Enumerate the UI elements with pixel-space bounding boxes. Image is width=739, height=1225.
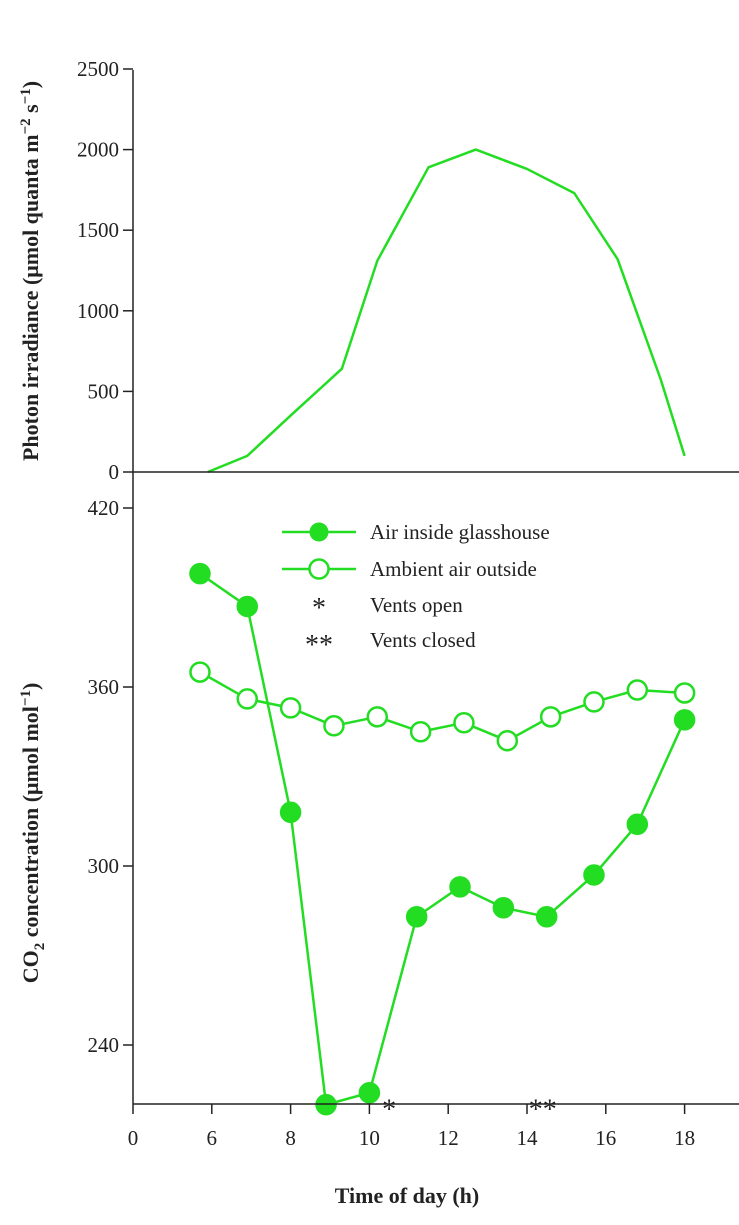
co2-point-inside	[279, 801, 302, 824]
top-y-axis-title: Photon irradiance (μmol quanta m−2 s−1)	[18, 81, 43, 461]
x-tick-label: 10	[359, 1126, 380, 1150]
x-tick-label: 18	[674, 1126, 695, 1150]
legend-label-outside: Ambient air outside	[370, 557, 537, 581]
top-y-tick-label: 2500	[77, 57, 119, 81]
x-tick-label: 6	[207, 1126, 218, 1150]
co2-point-outside	[626, 679, 649, 701]
legend-symbol-vents-open: *	[312, 593, 326, 624]
x-tick-label: 8	[285, 1126, 296, 1150]
x-tick-label: 16	[595, 1126, 616, 1150]
co2-point-outside	[673, 682, 696, 704]
bottom-y-axis-title: CO2 concentration (μmol mol−1)	[18, 683, 48, 984]
legend: Air inside glasshouse Ambient air outsid…	[282, 520, 550, 661]
co2-point-inside	[492, 897, 515, 919]
co2-line-inside	[199, 572, 686, 1106]
bottom-y-tick-label: 360	[88, 675, 120, 699]
legend-label-vents-closed: Vents closed	[370, 628, 476, 652]
co2-point-inside	[583, 864, 605, 886]
x-tick-label: 0	[128, 1126, 139, 1150]
top-y-tick-label: 1000	[77, 299, 119, 323]
co2-point-outside	[279, 697, 302, 719]
bottom-y-tick-label: 420	[88, 496, 120, 520]
top-y-tick-label: 500	[88, 379, 120, 403]
legend-label-vents-open: Vents open	[370, 593, 463, 617]
top-y-tick-label: 1500	[77, 218, 119, 242]
co2-point-outside	[409, 721, 432, 743]
co2-point-inside	[236, 595, 259, 618]
co2-point-outside	[366, 706, 389, 728]
co2-point-inside	[189, 562, 211, 585]
co2-point-inside	[535, 905, 558, 928]
co2-point-inside	[358, 1081, 381, 1104]
annotation-vents-closed: **	[529, 1095, 557, 1126]
co2-point-outside	[189, 661, 211, 683]
co2-point-inside	[449, 876, 471, 898]
bottom-y-tick-label: 240	[88, 1033, 120, 1057]
irradiance-panel: 0 500 1000 1500 2000 2500	[77, 57, 686, 484]
co2-point-inside	[626, 813, 649, 835]
irradiance-line	[207, 148, 686, 474]
co2-point-outside	[583, 691, 605, 713]
co2-point-outside	[453, 712, 475, 734]
co2-point-outside	[236, 688, 259, 710]
top-y-tick-label: 2000	[77, 138, 119, 162]
co2-point-outside	[323, 715, 345, 737]
annotation-vents-open: *	[382, 1095, 396, 1126]
co2-point-inside	[405, 905, 428, 928]
co2-point-outside	[496, 729, 519, 752]
co2-point-inside	[673, 709, 696, 731]
x-tick-label: 12	[438, 1126, 459, 1150]
co2-point-outside	[539, 706, 562, 728]
x-axis-title: Time of day (h)	[335, 1183, 479, 1208]
legend-marker-open	[308, 558, 330, 580]
legend-symbol-vents-closed: **	[305, 630, 333, 661]
top-y-tick-label: 0	[109, 460, 120, 484]
legend-marker-filled	[309, 522, 329, 542]
bottom-y-tick-label: 300	[88, 854, 120, 878]
legend-label-inside: Air inside glasshouse	[370, 520, 550, 544]
x-tick-label: 14	[517, 1126, 539, 1150]
